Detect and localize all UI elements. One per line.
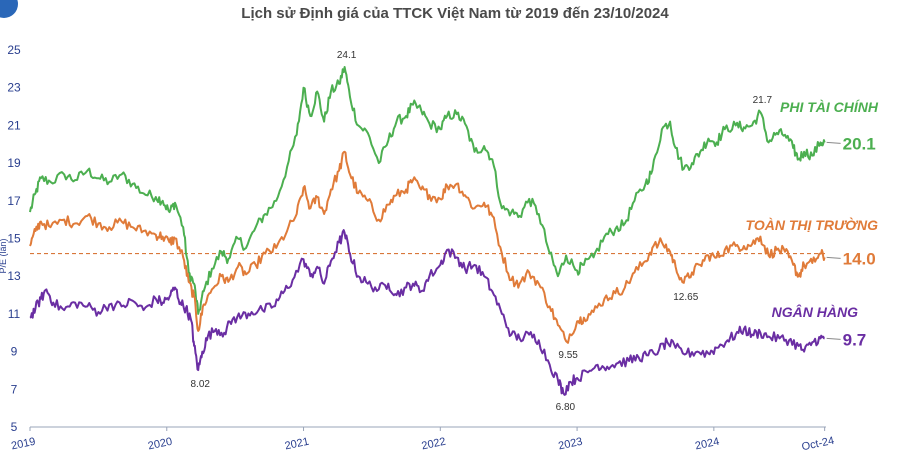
y-tick-label: 21	[7, 118, 21, 132]
y-axis-label: P/E (lần)	[0, 238, 8, 273]
series-labels-group: PHI TÀI CHÍNH 20.1 TOÀN THỊ TRƯỜNG 14.0 NGÂN…	[746, 99, 879, 349]
end-value-leader	[826, 337, 841, 340]
x-tick-label: 2021	[284, 436, 310, 453]
data-annotation: 12.65	[673, 292, 698, 303]
y-tick-label: 19	[7, 156, 21, 170]
series-line	[29, 66, 826, 315]
y-tick-label: 11	[8, 307, 21, 321]
data-annotation: 9.55	[558, 350, 578, 361]
end-value-label: 14.0	[843, 249, 876, 268]
end-value-leader	[826, 256, 841, 259]
end-value-leader	[826, 141, 841, 144]
data-annotation: 24.1	[337, 50, 357, 61]
series-line	[29, 229, 825, 396]
x-tick-label: 2024	[694, 436, 720, 453]
y-tick-label: 5	[11, 420, 18, 434]
series-name-label: NGÂN HÀNG	[772, 303, 858, 320]
y-tick-label: 25	[7, 43, 21, 57]
x-tick-label: Oct-24	[801, 435, 836, 454]
x-tick-label: 2022	[420, 436, 446, 453]
series-name-label: TOÀN THỊ TRƯỜNG	[746, 216, 879, 233]
y-tick-label: 15	[7, 232, 21, 246]
y-tick-label: 9	[11, 345, 18, 359]
end-value-label: 20.1	[843, 134, 876, 153]
x-tick-label: 2023	[557, 436, 583, 453]
logo	[0, 0, 18, 18]
x-tick-label: 2020	[147, 436, 173, 453]
y-tick-label: 23	[7, 81, 21, 95]
annotations-group: 24.1 8.02 21.7 12.65 9.55 6.80	[190, 50, 772, 413]
y-tick-label: 17	[7, 194, 21, 208]
chart-title: Lịch sử Định giá của TTCK Việt Nam từ 20…	[241, 5, 669, 22]
y-axis: 5 7 9 11 13 15 17 19 21 23 25	[7, 43, 21, 434]
data-annotation: 8.02	[190, 379, 210, 390]
series-line	[29, 150, 826, 344]
x-tick-label: 2019	[10, 436, 36, 453]
data-annotation: 6.80	[556, 402, 576, 413]
data-annotation: 21.7	[753, 95, 773, 106]
y-tick-label: 13	[7, 269, 21, 283]
x-axis: 2019 2020 2021 2022 2023 2024 Oct-24	[10, 426, 836, 454]
end-value-label: 9.7	[843, 330, 867, 349]
series-group	[29, 66, 826, 396]
y-tick-label: 7	[11, 382, 18, 396]
series-name-label: PHI TÀI CHÍNH	[780, 99, 879, 115]
